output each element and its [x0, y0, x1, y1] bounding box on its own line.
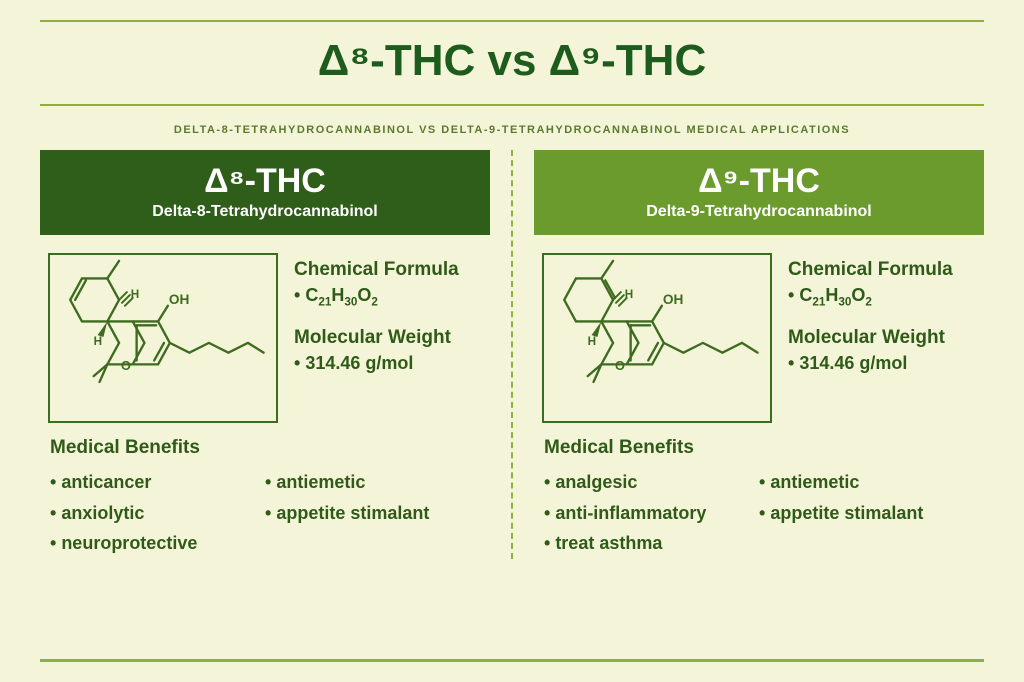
page-title: Δ⁸-THC vs Δ⁹-THC — [40, 22, 984, 104]
right-benefits: Medical Benefits analgesicanti-inflammat… — [534, 431, 984, 559]
svg-text:H: H — [94, 335, 102, 348]
left-benefits-col2: antiemeticappetite stimalant — [265, 467, 480, 559]
right-weight-label: Molecular Weight — [788, 327, 976, 349]
list-item: anticancer — [50, 467, 265, 498]
left-weight-label: Molecular Weight — [294, 327, 482, 349]
svg-text:OH: OH — [663, 292, 683, 307]
left-weight: 314.46 g/mol — [294, 353, 413, 373]
left-benefits: Medical Benefits anticanceranxiolyticneu… — [40, 431, 490, 559]
left-benefits-title: Medical Benefits — [50, 437, 480, 459]
left-info-row: H H OH O Chemical Formula C21H30O2 Molec… — [40, 235, 490, 431]
svg-text:H: H — [131, 288, 139, 301]
right-benefits-title: Medical Benefits — [544, 437, 974, 459]
right-benefits-col1: analgesicanti-inflammatorytreat asthma — [544, 467, 759, 559]
right-info-row: H H OH O Chemical Formula C21H30O2 Molec… — [534, 235, 984, 431]
thc-molecule-icon: H H OH O — [544, 255, 770, 421]
left-header: Δ⁸-THC Delta-8-Tetrahydrocannabinol — [40, 150, 490, 235]
list-item: anxiolytic — [50, 498, 265, 529]
svg-text:H: H — [625, 288, 633, 301]
left-column: Δ⁸-THC Delta-8-Tetrahydrocannabinol — [40, 150, 512, 559]
right-full-name: Delta-9-Tetrahydrocannabinol — [542, 203, 976, 221]
svg-text:H: H — [588, 335, 596, 348]
bottom-rule — [40, 659, 984, 662]
left-formula: C21H30O2 — [294, 285, 378, 305]
right-benefits-col2: antiemeticappetite stimalant — [759, 467, 974, 559]
left-benefits-col1: anticanceranxiolyticneuroprotective — [50, 467, 265, 559]
list-item: anti-inflammatory — [544, 498, 759, 529]
svg-text:OH: OH — [169, 292, 189, 307]
right-column: Δ⁹-THC Delta-9-Tetrahydrocannabinol — [512, 150, 984, 559]
list-item: appetite stimalant — [265, 498, 480, 529]
list-item: appetite stimalant — [759, 498, 974, 529]
list-item: neuroprotective — [50, 528, 265, 559]
right-weight: 314.46 g/mol — [788, 353, 907, 373]
center-divider — [511, 150, 513, 559]
right-header: Δ⁹-THC Delta-9-Tetrahydrocannabinol — [534, 150, 984, 235]
subtitle: DELTA-8-TETRAHYDROCANNABINOL VS DELTA-9-… — [40, 106, 984, 150]
right-short-name: Δ⁹-THC — [542, 162, 976, 201]
svg-text:O: O — [615, 359, 625, 373]
list-item: treat asthma — [544, 528, 759, 559]
left-props: Chemical Formula C21H30O2 Molecular Weig… — [294, 253, 482, 423]
right-formula-label: Chemical Formula — [788, 259, 976, 281]
left-short-name: Δ⁸-THC — [48, 162, 482, 201]
left-formula-label: Chemical Formula — [294, 259, 482, 281]
right-props: Chemical Formula C21H30O2 Molecular Weig… — [788, 253, 976, 423]
left-structure: H H OH O — [48, 253, 278, 423]
thc-molecule-icon: H H OH O — [50, 255, 276, 421]
comparison-columns: Δ⁸-THC Delta-8-Tetrahydrocannabinol — [40, 150, 984, 559]
right-formula: C21H30O2 — [788, 285, 872, 305]
right-structure: H H OH O — [542, 253, 772, 423]
list-item: antiemetic — [759, 467, 974, 498]
left-full-name: Delta-8-Tetrahydrocannabinol — [48, 203, 482, 221]
list-item: antiemetic — [265, 467, 480, 498]
svg-text:O: O — [121, 359, 131, 373]
list-item: analgesic — [544, 467, 759, 498]
